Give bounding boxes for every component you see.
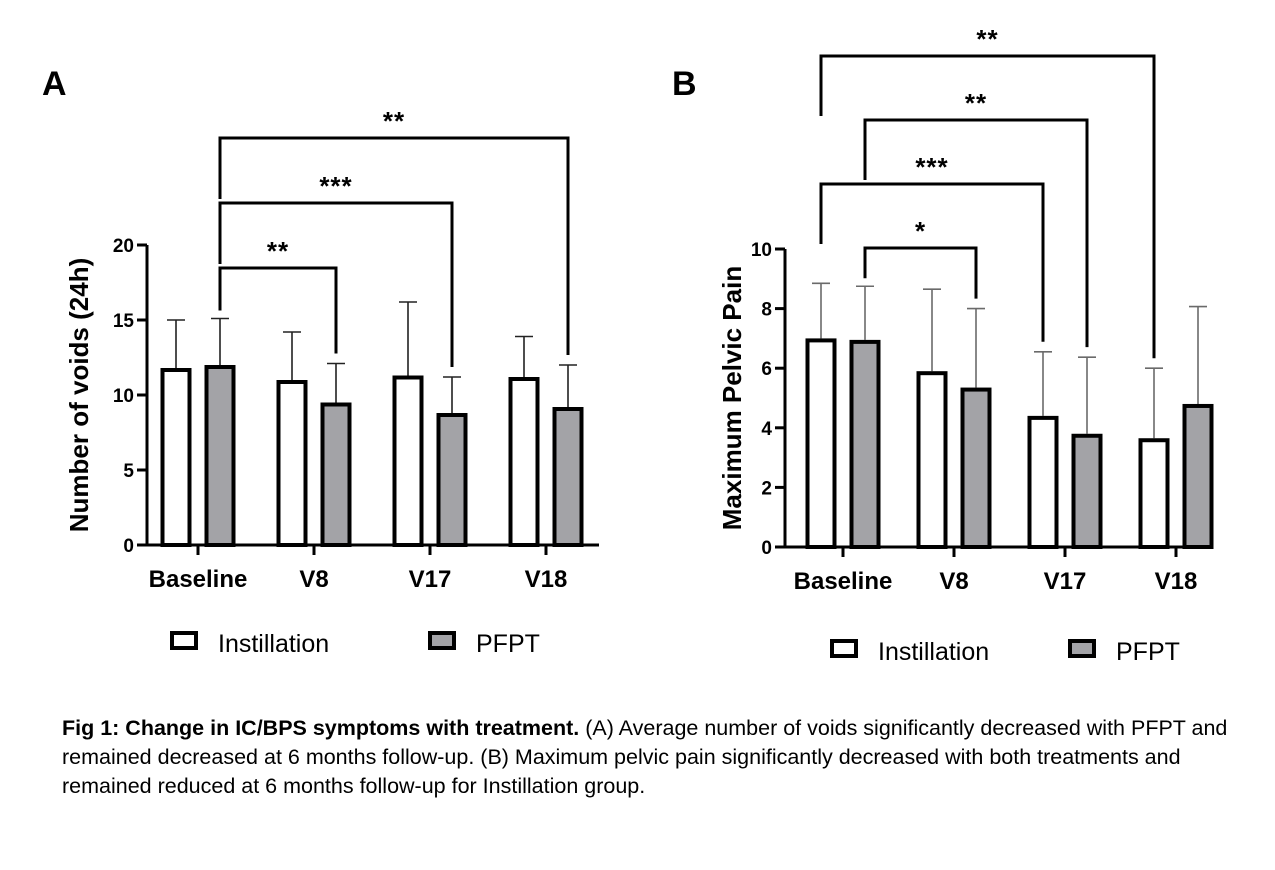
significance-label: *** xyxy=(915,152,948,182)
legend-swatch-pfpt xyxy=(428,631,456,650)
y-tick-label: 15 xyxy=(113,311,135,332)
legend-label-instillation: Instillation xyxy=(218,630,329,658)
x-tick-label: V8 xyxy=(939,568,968,595)
bar-instillation-baseline xyxy=(805,338,837,549)
legend-swatch-pfpt xyxy=(1068,639,1096,658)
panel-label: B xyxy=(672,65,697,103)
bar-pfpt-v8 xyxy=(960,387,992,549)
figure-caption: Fig 1: Change in IC/BPS symptoms with tr… xyxy=(62,714,1262,801)
bar-pfpt-baseline xyxy=(849,339,881,550)
y-tick-label: 0 xyxy=(761,538,772,559)
significance-bracket xyxy=(819,54,1156,359)
bar-instillation-v17 xyxy=(1027,415,1059,549)
y-tick-label: 5 xyxy=(123,461,134,482)
legend-label-pfpt: PFPT xyxy=(1116,638,1180,666)
bar-instillation-baseline xyxy=(160,368,192,547)
panel-label: A xyxy=(42,65,67,103)
significance-label: ** xyxy=(976,24,998,54)
bar-pfpt-v8 xyxy=(320,402,352,547)
x-tick-label: V17 xyxy=(409,566,452,593)
y-axis-title: Number of voids (24h) xyxy=(64,258,94,532)
legend-swatch-instillation xyxy=(830,639,858,658)
x-tick-label: V17 xyxy=(1044,568,1087,595)
significance-bracket xyxy=(863,118,1089,348)
chart-panel-a: A Number of voids (24h) 0 5 10 15 20 Baseline V8… xyxy=(42,65,599,658)
significance-label: *** xyxy=(319,171,352,201)
y-tick-label: 8 xyxy=(761,300,772,321)
x-tick-label: V18 xyxy=(1155,568,1198,595)
caption-text: (A) Average number of voids significantl… xyxy=(62,716,1228,798)
significance-label: ** xyxy=(267,236,289,266)
y-tick-label: 2 xyxy=(761,478,772,499)
x-tick-label: V18 xyxy=(525,566,568,593)
y-tick-label: 4 xyxy=(761,419,772,440)
bar-instillation-v8 xyxy=(276,380,308,547)
bar-pfpt-v18 xyxy=(552,407,584,547)
bar-pfpt-v18 xyxy=(1182,403,1214,549)
y-tick-label: 10 xyxy=(113,386,134,407)
legend-label-instillation: Instillation xyxy=(878,638,989,666)
significance-bracket xyxy=(819,182,1045,342)
significance-bracket xyxy=(218,201,454,367)
bar-instillation-v17 xyxy=(392,375,424,547)
bar-pfpt-baseline xyxy=(204,365,236,547)
x-tick-label: V8 xyxy=(299,566,328,593)
bar-instillation-v18 xyxy=(1138,438,1170,550)
significance-bracket xyxy=(218,136,570,355)
significance-bracket xyxy=(218,266,338,354)
y-tick-label: 10 xyxy=(751,240,772,261)
significance-label: ** xyxy=(383,106,405,136)
x-tick-label: Baseline xyxy=(149,566,248,593)
caption-title: Fig 1: Change in IC/BPS symptoms with tr… xyxy=(62,716,580,740)
bar-pfpt-v17 xyxy=(436,413,468,547)
y-tick-label: 6 xyxy=(761,359,772,380)
y-tick-label: 20 xyxy=(113,236,134,257)
legend-swatch-instillation xyxy=(170,631,198,650)
significance-label: ** xyxy=(965,88,987,118)
y-axis-title: Maximum Pelvic Pain xyxy=(717,266,747,530)
significance-label: * xyxy=(915,216,926,246)
significance-bracket xyxy=(863,246,978,299)
bar-pfpt-v17 xyxy=(1071,433,1103,550)
y-tick-label: 0 xyxy=(123,536,134,557)
legend-label-pfpt: PFPT xyxy=(476,630,540,658)
x-tick-label: Baseline xyxy=(794,568,893,595)
bar-instillation-v18 xyxy=(508,377,540,547)
chart-panel-b: B Maximum Pelvic Pain 0 2 4 6 8 10 Baseline V8 V17… xyxy=(672,24,1214,666)
bar-instillation-v8 xyxy=(916,371,948,549)
